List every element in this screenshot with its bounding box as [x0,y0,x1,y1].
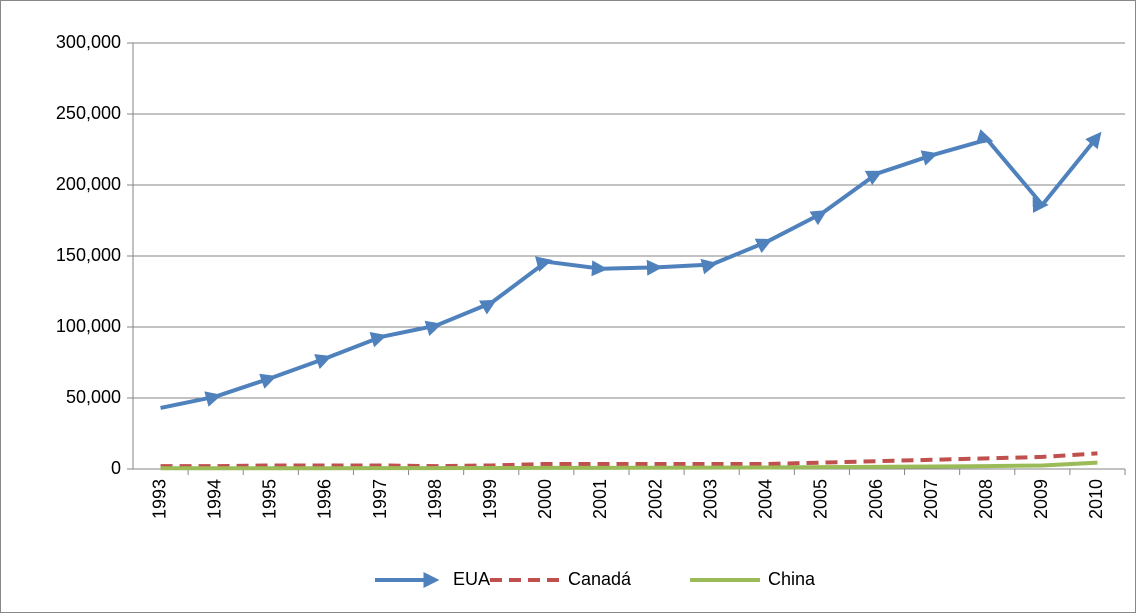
x-tick-label: 1995 [260,479,280,519]
x-tick-label: 2001 [590,479,610,519]
y-tick-label: 150,000 [56,245,121,265]
x-tick-label: 1998 [425,479,445,519]
x-tick-label: 1996 [315,479,335,519]
legend-label: EUA [453,569,490,589]
x-tick-label: 2008 [976,479,996,519]
x-tick-label: 1994 [204,479,224,519]
x-tick-label: 2006 [866,479,886,519]
x-tick-label: 2005 [811,479,831,519]
x-tick-label: 2004 [756,479,776,519]
x-tick-label: 2000 [535,479,555,519]
x-tick-label: 1999 [480,479,500,519]
x-tick-label: 1993 [149,479,169,519]
series-line [160,460,1098,471]
y-tick-label: 0 [111,458,121,478]
y-tick-label: 50,000 [66,387,121,407]
y-tick-label: 250,000 [56,103,121,123]
y-tick-label: 300,000 [56,32,121,52]
legend-label: China [768,569,816,589]
legend-label: Canadá [568,569,632,589]
x-tick-label: 1997 [370,479,390,519]
x-tick-label: 2003 [700,479,720,519]
x-tick-label: 2010 [1086,479,1106,519]
series-line [160,129,1102,410]
y-tick-label: 100,000 [56,316,121,336]
y-tick-label: 200,000 [56,174,121,194]
x-tick-label: 2007 [921,479,941,519]
x-tick-label: 2002 [645,479,665,519]
series-line [160,451,1098,469]
x-tick-label: 2009 [1031,479,1051,519]
